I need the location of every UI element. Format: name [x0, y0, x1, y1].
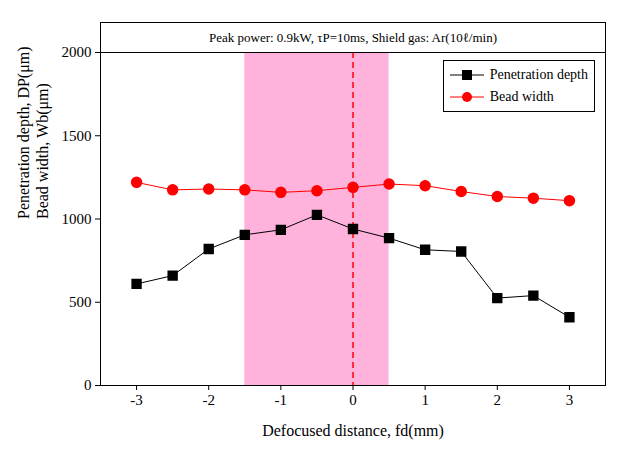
svg-text:1: 1 [421, 392, 429, 408]
html-text:Penetration depth: Penetration depth [489, 67, 588, 82]
svg-text:1500: 1500 [62, 128, 92, 144]
svg-text:0: 0 [84, 377, 92, 393]
svg-text:500: 500 [69, 294, 92, 310]
svg-text:1000: 1000 [62, 211, 92, 227]
svg-text:2000: 2000 [62, 44, 92, 60]
svg-text:3: 3 [566, 392, 574, 408]
svg-text:-1: -1 [275, 392, 288, 408]
svg-text:Defocused distance, fd(mm): Defocused distance, fd(mm) [262, 422, 444, 440]
svg-text:2: 2 [494, 392, 502, 408]
svg-text:0: 0 [349, 392, 357, 408]
svg-text:-3: -3 [130, 392, 143, 408]
svg-text:Peak power: 0.9kW, τP=10ms, Sh: Peak power: 0.9kW, τP=10ms, Shield gas: … [209, 30, 497, 45]
svg-text:Penetration depth, DP(μm)Bead: Penetration depth, DP(μm)Bead width, Wb(… [15, 46, 52, 219]
html-text:Bead width: Bead width [489, 89, 554, 104]
svg-text:-2: -2 [202, 392, 215, 408]
